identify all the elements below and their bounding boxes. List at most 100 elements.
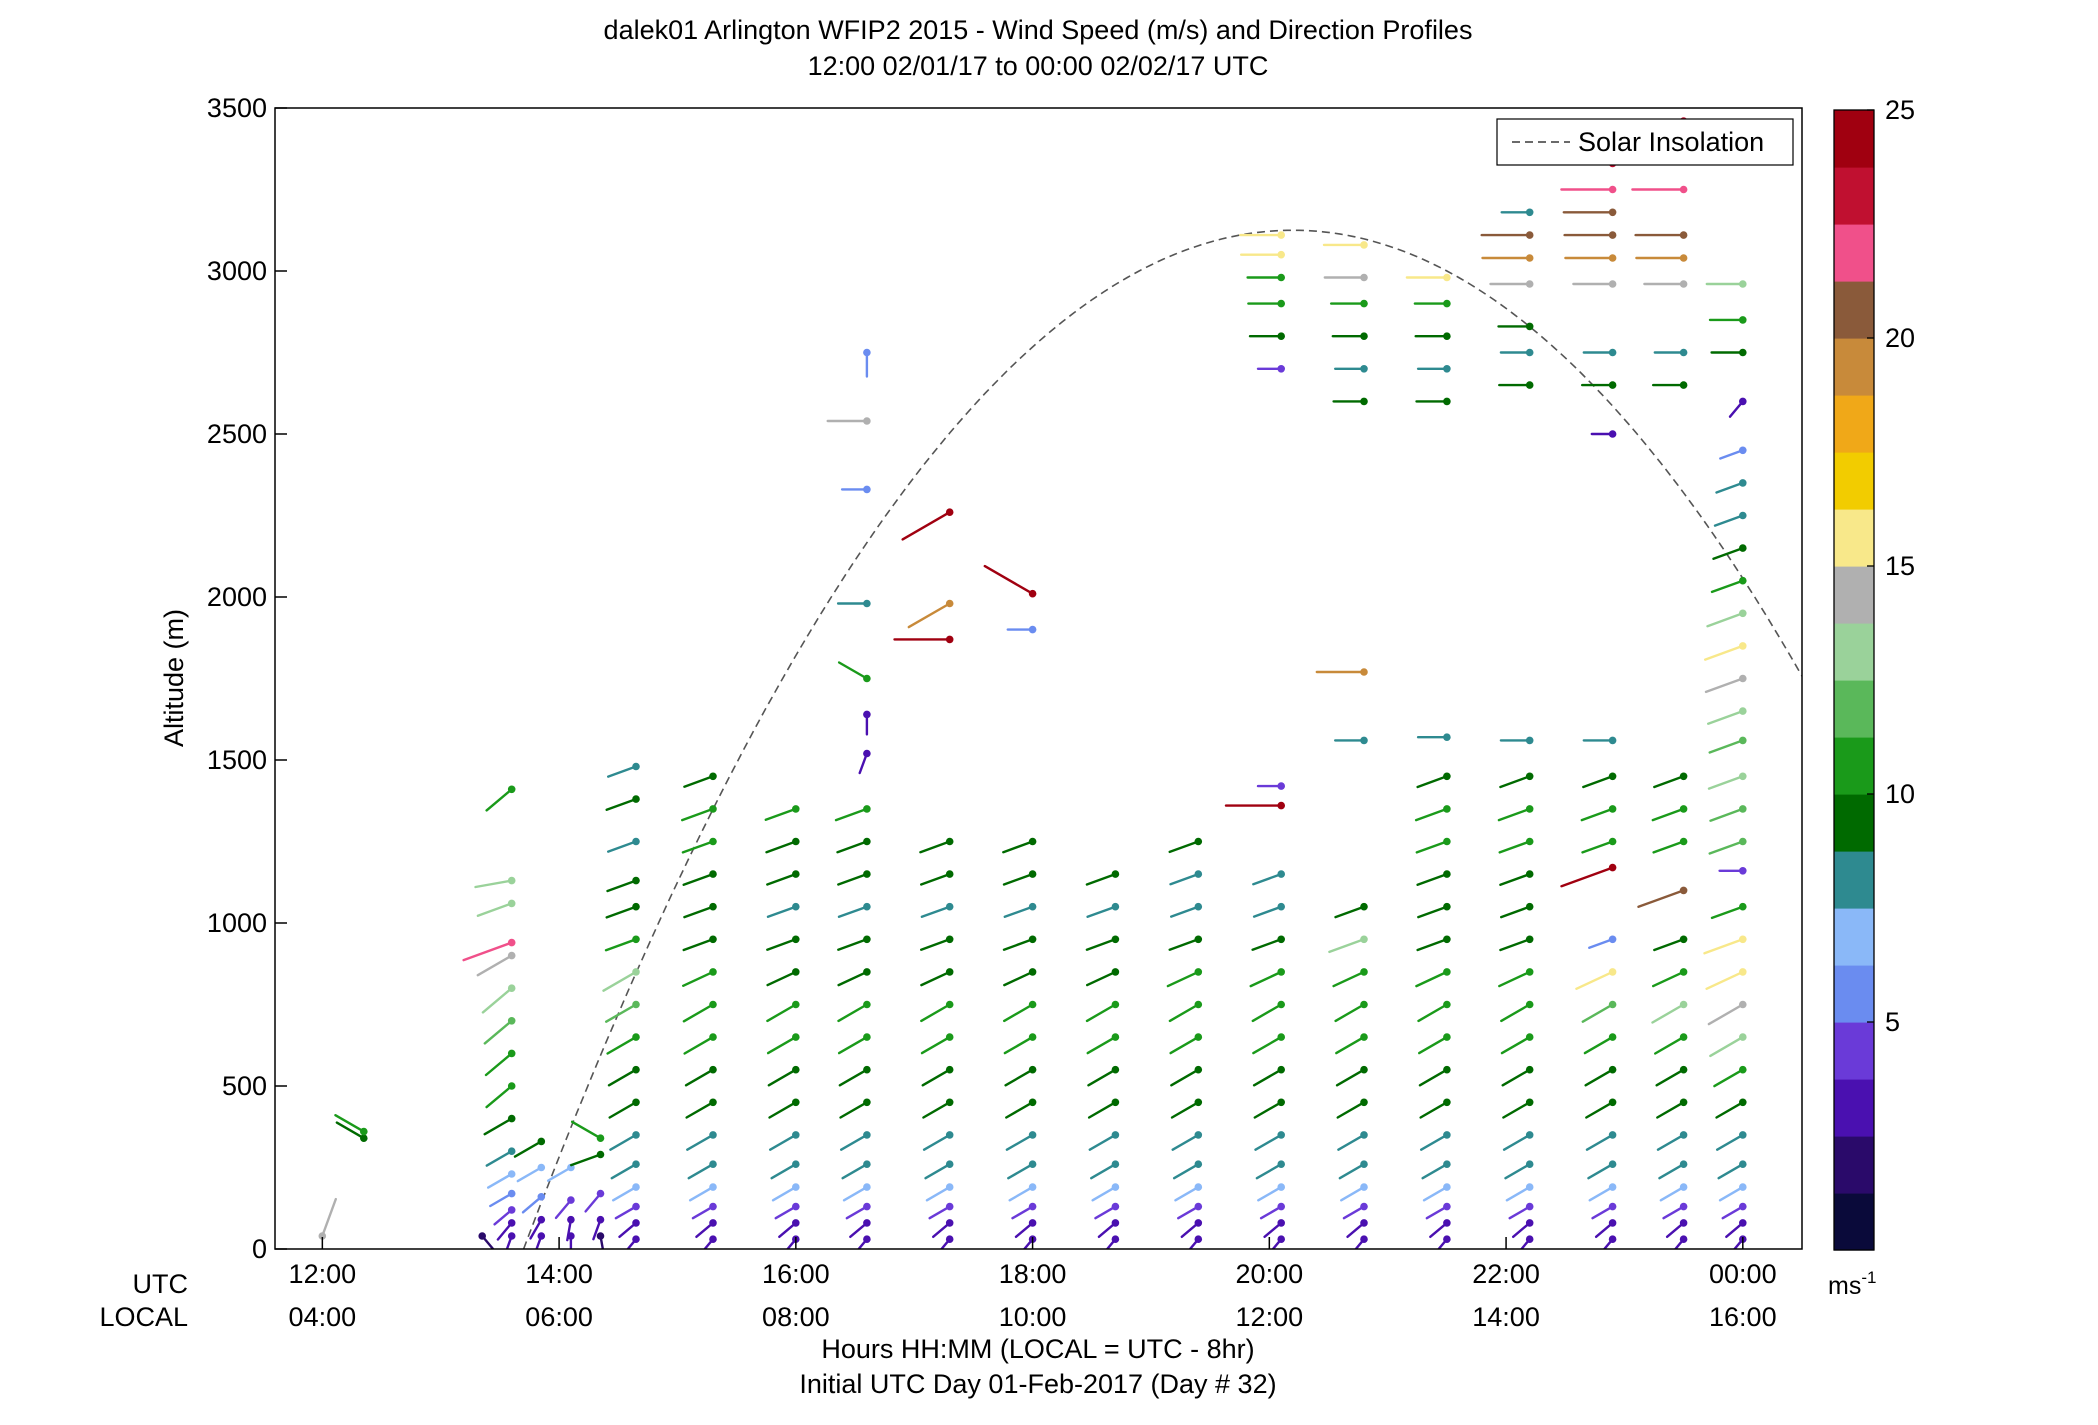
wind-barb-shaft: [605, 905, 638, 919]
wind-barb: [1584, 1065, 1617, 1087]
wind-barb: [766, 1033, 800, 1055]
colorbar-segment: [1834, 110, 1874, 168]
wind-barb-dot: [863, 837, 871, 846]
wind-barb-dot: [1739, 772, 1747, 781]
wind-barb-shaft: [1005, 1101, 1034, 1119]
wind-barb-dot: [1608, 430, 1617, 438]
wind-barb: [608, 1098, 640, 1119]
wind-barb-shaft: [584, 1192, 602, 1213]
wind-barb: [1502, 1131, 1534, 1151]
wind-barb: [1704, 674, 1747, 694]
wind-barb-dot: [507, 899, 516, 908]
wind-barb: [607, 762, 640, 778]
wind-barb-dot: [1608, 1033, 1617, 1041]
wind-barb-shaft: [683, 905, 715, 919]
wind-barb-dot: [1739, 316, 1747, 324]
wind-barb-dot: [863, 870, 871, 878]
wind-barb-dot: [1277, 1160, 1285, 1168]
wind-barb-shaft: [546, 1166, 573, 1182]
wind-barb-dot: [1277, 299, 1285, 308]
legend-box: [1496, 118, 1794, 166]
wind-barb-dot: [1360, 1000, 1368, 1009]
wind-barb: [1643, 280, 1688, 288]
wind-barb-shaft: [841, 1162, 869, 1180]
wind-barb-shaft: [610, 1162, 638, 1180]
wind-barb-dot: [1739, 707, 1747, 715]
wind-barb-dot: [1360, 902, 1368, 911]
wind-barb: [1707, 1000, 1747, 1026]
wind-barb-dot: [1525, 208, 1534, 217]
wind-barb-shaft: [1500, 1035, 1531, 1055]
wind-barb-dot: [1360, 1202, 1368, 1211]
wind-barb-shaft: [1707, 775, 1745, 790]
wind-barb: [1339, 1183, 1368, 1202]
wind-barb-shaft: [516, 1166, 543, 1183]
wind-barb: [834, 805, 871, 822]
wind-barb-dot: [1277, 1183, 1285, 1191]
wind-barb: [1500, 1033, 1534, 1055]
wind-barb-dot: [709, 805, 717, 813]
wind-barb-dot: [709, 1160, 717, 1168]
x-axis-label: Hours HH:MM (LOCAL = UTC - 8hr): [821, 1334, 1254, 1364]
wind-barb-dot: [1277, 1098, 1285, 1107]
wind-barb-dot: [567, 1215, 575, 1224]
wind-barb-shaft: [1328, 938, 1366, 954]
wind-barb-dot: [1111, 1033, 1120, 1041]
wind-barb-dot: [1194, 968, 1203, 976]
wind-barb-shaft: [1415, 970, 1449, 988]
wind-barb: [863, 710, 871, 736]
wind-barb-dot: [1360, 273, 1368, 282]
wind-barb-shaft: [1251, 938, 1283, 951]
wind-barb-shaft: [768, 1101, 797, 1119]
wind-barb: [1713, 511, 1747, 527]
wind-barb: [766, 870, 800, 886]
wind-barb-shaft: [1588, 938, 1614, 949]
wind-barb-shaft: [1257, 1185, 1283, 1202]
wind-barb: [683, 772, 717, 788]
wind-barb-dot: [1277, 1131, 1285, 1139]
wind-barb-dot: [792, 902, 800, 911]
wind-barb-dot: [1277, 902, 1285, 911]
wind-barb-dot: [1739, 1131, 1747, 1139]
wind-barb: [1710, 902, 1747, 920]
wind-barb-shaft: [922, 1133, 951, 1151]
colorbar-tick-label: 25: [1885, 95, 1915, 125]
wind-barb-dot: [863, 348, 871, 357]
wind-barb: [626, 1235, 640, 1249]
colorbar-segment: [1834, 680, 1874, 738]
wind-barb: [1653, 1033, 1688, 1055]
wind-barb-shaft: [481, 987, 513, 1014]
wind-barb-shaft: [1581, 1003, 1614, 1023]
wind-barb: [766, 968, 800, 987]
wind-barb-dot: [1111, 1098, 1120, 1107]
wind-barb: [1500, 208, 1534, 217]
wind-barb-dot: [1525, 772, 1534, 781]
wind-barb: [1651, 968, 1688, 988]
wind-barb-dot: [1739, 935, 1747, 944]
wind-barb-dot: [1277, 1235, 1285, 1243]
wind-barb-shaft: [605, 1003, 638, 1023]
wind-barb-dot: [1194, 1098, 1203, 1107]
wind-barb-dot: [1679, 1160, 1688, 1168]
wind-barb-dot: [1028, 1065, 1037, 1074]
wind-barb: [921, 1065, 954, 1087]
wind-barb: [1560, 185, 1617, 194]
y-tick-label: 3500: [207, 93, 267, 123]
y-tick-label: 2500: [207, 419, 267, 449]
wind-barb: [1728, 397, 1747, 418]
wind-barb-shaft: [921, 1068, 951, 1087]
wind-barb-dot: [945, 1202, 954, 1211]
y-axis-label: Altitude (m): [159, 609, 189, 747]
wind-barb-shaft: [608, 1101, 638, 1119]
wind-barb-shaft: [1637, 889, 1685, 908]
wind-barb-dot: [1679, 1065, 1688, 1074]
wind-barb: [858, 749, 871, 775]
wind-barb-dot: [1277, 968, 1285, 976]
wind-barb-shaft: [1339, 1185, 1366, 1202]
wind-barb: [836, 599, 871, 608]
wind-barb: [505, 1232, 516, 1249]
wind-barb-shaft: [766, 970, 797, 987]
wind-barb-dot: [1360, 1183, 1368, 1191]
wind-barb: [1087, 1065, 1120, 1087]
wind-barb: [683, 1033, 717, 1055]
